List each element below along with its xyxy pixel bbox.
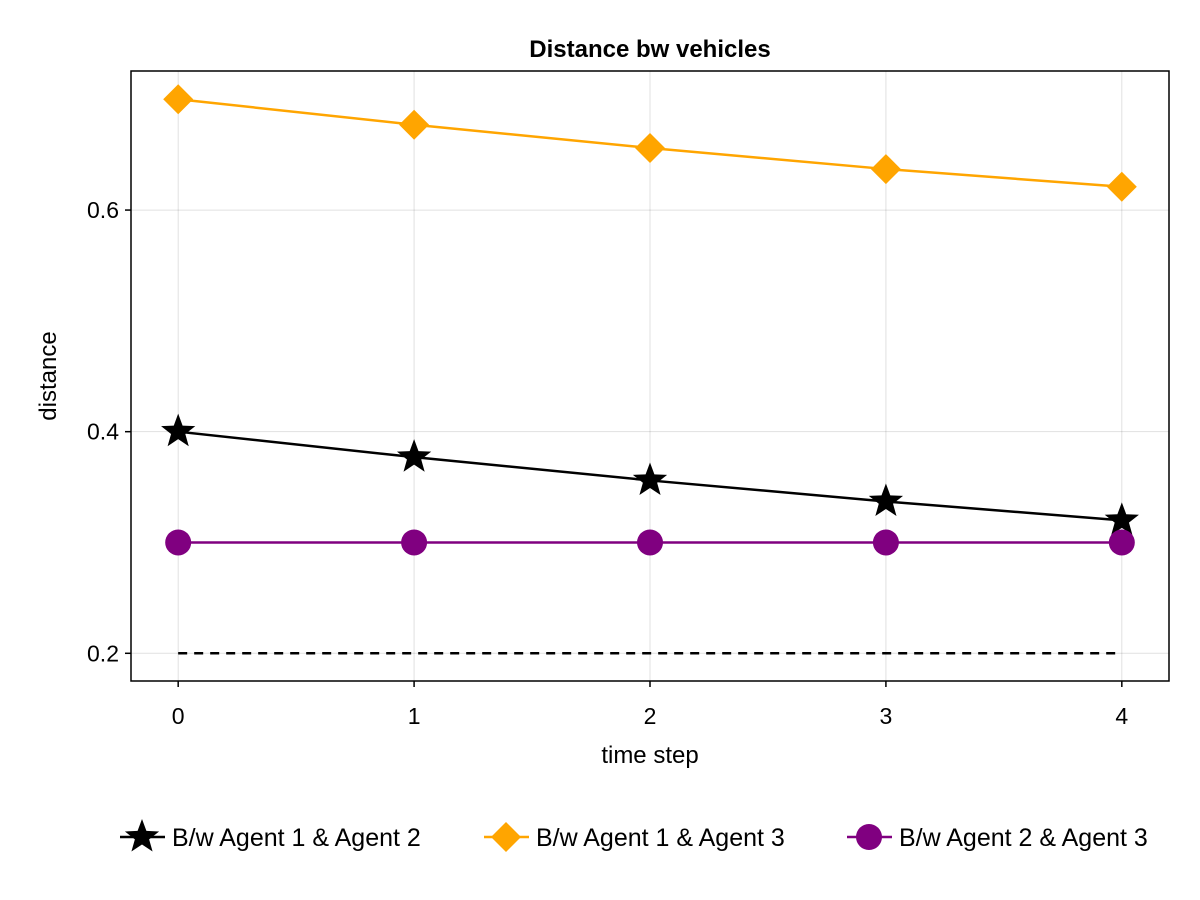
data-point-star	[868, 483, 904, 517]
series-2	[163, 84, 1137, 202]
y-axis-label: distance	[35, 331, 62, 420]
legend-item-1: B/w Agent 1 & Agent 2	[120, 819, 421, 852]
data-point-circle	[1108, 529, 1135, 556]
legend-marker	[124, 819, 160, 852]
series-1	[161, 413, 1139, 535]
y-tick-label: 0.6	[87, 197, 119, 223]
data-point-diamond	[163, 84, 194, 115]
data-point-star	[161, 413, 196, 447]
legend: B/w Agent 1 & Agent 2 B/w Agent 1 & Agent…	[120, 819, 1148, 852]
data-point-diamond	[635, 133, 665, 164]
data-point-circle	[165, 529, 192, 556]
series-group	[161, 84, 1139, 556]
chart-title: Distance bw vehicles	[529, 36, 770, 63]
x-tick-label: 4	[1115, 703, 1128, 729]
legend-item-3: B/w Agent 2 & Agent 3	[847, 824, 1148, 852]
series-3	[165, 529, 1135, 556]
legend-item-2: B/w Agent 1 & Agent 3	[484, 822, 785, 852]
data-point-star	[632, 462, 668, 495]
data-point-circle	[637, 529, 663, 556]
y-tick-label: 0.4	[87, 419, 119, 445]
x-tick-label: 1	[408, 703, 421, 729]
x-tick-label: 0	[172, 703, 185, 729]
legend-label: B/w Agent 2 & Agent 3	[899, 824, 1148, 852]
legend-marker	[856, 824, 882, 850]
legend-label: B/w Agent 1 & Agent 3	[536, 824, 785, 852]
data-point-circle	[872, 529, 899, 556]
x-axis-label: time step	[601, 742, 698, 769]
data-point-star	[396, 439, 432, 472]
legend-label: B/w Agent 1 & Agent 2	[172, 824, 421, 852]
y-tick-label: 0.2	[87, 640, 119, 666]
data-point-diamond	[870, 154, 901, 185]
data-point-star	[1104, 502, 1139, 535]
data-point-diamond	[399, 109, 430, 140]
legend-marker	[491, 822, 521, 852]
x-tick-label: 2	[644, 703, 657, 729]
axis-ticks: 0 1 2 3 4 0.2 0.4 0.6	[87, 197, 1128, 729]
x-tick-label: 3	[880, 703, 893, 729]
data-point-diamond	[1106, 171, 1137, 202]
data-point-circle	[401, 529, 428, 556]
